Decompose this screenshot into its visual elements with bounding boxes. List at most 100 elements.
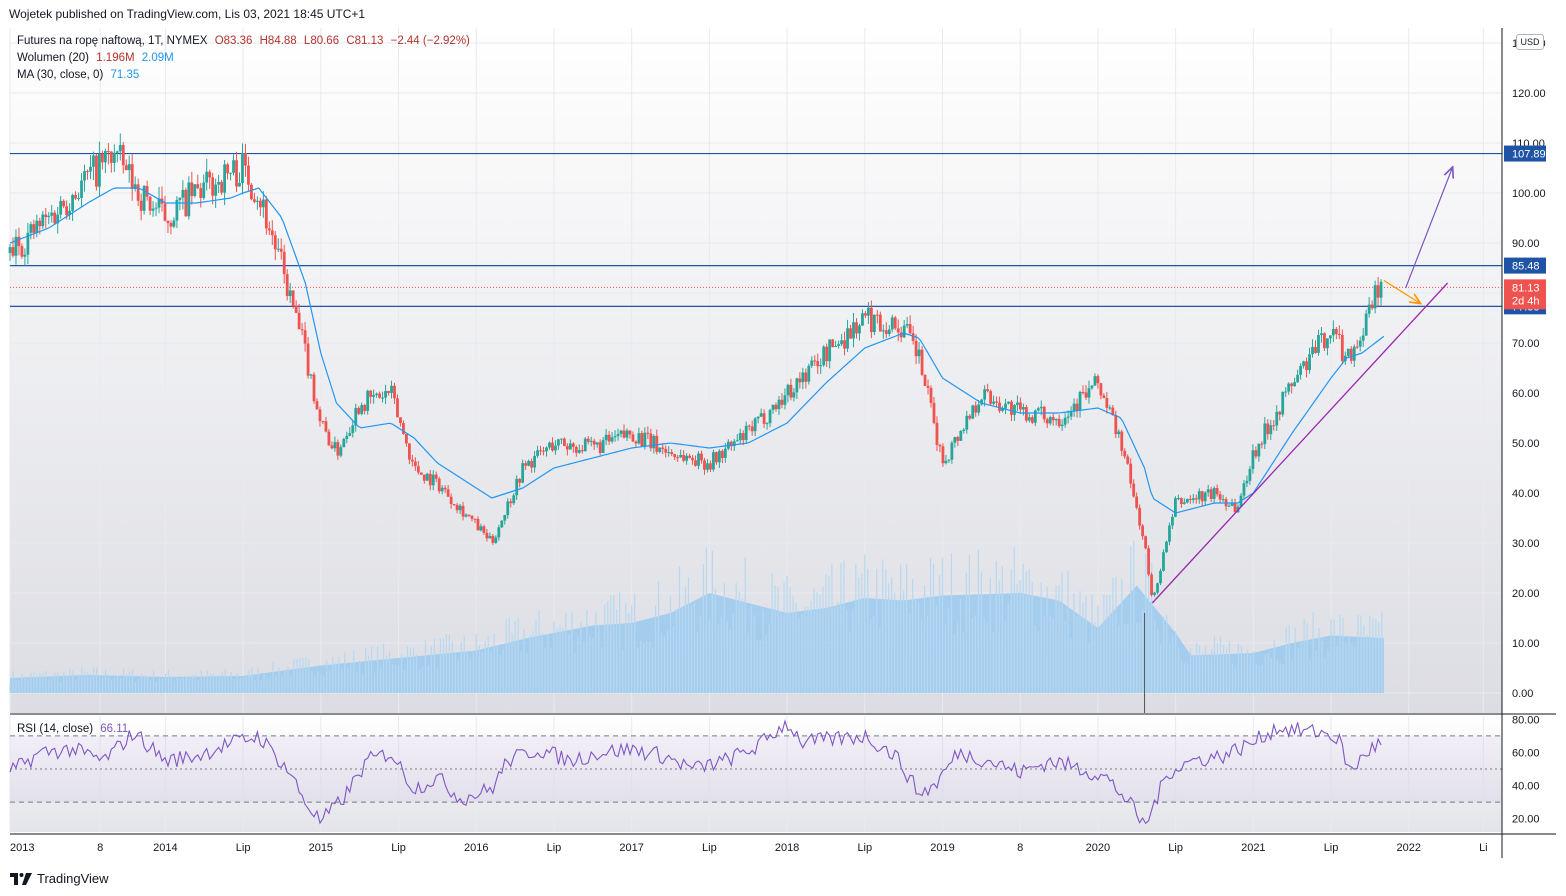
candle-body [330, 445, 334, 449]
candle-body [100, 153, 104, 163]
candle-body [1054, 418, 1058, 421]
candle-body [610, 437, 614, 442]
candle-body [56, 214, 60, 224]
symbol-name: Futures na ropę naftową, 1T, NYMEX [17, 35, 208, 47]
time-tick-label: 2015 [309, 842, 333, 854]
time-tick-label: Lip [236, 842, 251, 854]
candle-body [1317, 335, 1320, 353]
candle-body [378, 393, 381, 398]
candle-body [1191, 498, 1195, 500]
uptrend-line [1151, 282, 1449, 604]
time-tick-label: Lip [1324, 842, 1339, 854]
candle-body [1367, 304, 1371, 314]
candle-body [527, 460, 531, 466]
candle-body [121, 145, 125, 166]
candle-body [914, 340, 918, 357]
candle-body [235, 160, 238, 187]
candle-body [923, 374, 927, 386]
candle-body [1016, 402, 1019, 406]
candle-body [1299, 365, 1302, 375]
candle-body [86, 171, 89, 173]
currency-button[interactable]: USD [1516, 34, 1544, 50]
candle-body [124, 165, 128, 171]
candle-body [619, 430, 623, 434]
candle-body [270, 230, 274, 236]
candle-body [1370, 304, 1374, 309]
candle-body [1123, 450, 1127, 457]
candle-body [312, 374, 316, 402]
candle-body [247, 165, 250, 185]
candle-body [586, 438, 590, 442]
candle-body [455, 504, 459, 511]
candle-body [449, 496, 453, 505]
candle-body [512, 495, 516, 504]
candle-body [768, 409, 772, 424]
candle-body [148, 196, 152, 211]
candle-body [1099, 383, 1103, 396]
candle-body [1227, 505, 1231, 507]
candle-body [109, 151, 113, 163]
candle-body [62, 200, 66, 207]
candle-body [729, 441, 733, 447]
candle-body [202, 182, 206, 198]
candle-body [1346, 348, 1350, 356]
candle-body [893, 317, 897, 329]
candle-body [1337, 333, 1341, 335]
ohlc-close: C81.13 [346, 35, 384, 47]
time-tick-label: 2018 [775, 842, 799, 854]
rsi-legend-value: 66.11 [100, 723, 129, 735]
rsi-tick-label: 60.00 [1512, 747, 1540, 759]
candle-body [267, 228, 271, 231]
symbol-legend[interactable]: Futures na ropę naftową, 1T, NYMEX O83.3… [17, 35, 474, 47]
candle-body [288, 290, 292, 297]
candle-body [1156, 583, 1159, 593]
candle-body [646, 432, 650, 434]
candle-body [700, 453, 703, 461]
resistance-high-label: 107.89 [1512, 149, 1546, 161]
candle-body [145, 186, 149, 197]
candle-body [744, 425, 748, 441]
ma-legend[interactable]: MA (30, close, 0) 71.35 [17, 69, 143, 81]
candle-body [533, 455, 536, 468]
candle-body [178, 197, 182, 200]
candle-body [103, 150, 107, 163]
candle-body [920, 349, 924, 375]
candle-body [843, 340, 846, 349]
candle-body [238, 183, 241, 187]
candle-body [899, 332, 903, 338]
time-tick-label: 2014 [153, 842, 177, 854]
candle-body [801, 372, 805, 383]
candle-body [387, 390, 390, 393]
candle-body [130, 164, 134, 189]
candle-body [193, 184, 197, 196]
candle-body [488, 535, 492, 539]
candle-body [1087, 388, 1091, 398]
candle-body [115, 151, 119, 153]
candle-body [208, 171, 212, 178]
candle-body [649, 433, 653, 449]
candle-body [446, 489, 450, 497]
price-tick-label: 100.00 [1512, 188, 1546, 200]
candle-body [1093, 376, 1097, 386]
candle-body [807, 365, 811, 382]
countdown-label: 2d 4h [1512, 295, 1540, 307]
candle-body [518, 478, 522, 483]
candle-body [1150, 574, 1153, 595]
candle-body [357, 407, 361, 414]
candle-body [1242, 483, 1246, 496]
candle-body [384, 390, 387, 398]
candle-body [261, 199, 265, 208]
candle-body [795, 378, 799, 393]
candle-body [17, 236, 21, 246]
candle-body [1063, 417, 1067, 425]
candle-body [151, 208, 155, 211]
rsi-legend[interactable]: RSI (14, close) 66.11 [17, 723, 132, 735]
candle-body [399, 417, 402, 424]
candle-body [819, 365, 823, 367]
volume-legend[interactable]: Wolumen (20) 1.196M 2.09M [17, 52, 178, 64]
candle-body [345, 435, 349, 439]
candle-body [419, 472, 423, 475]
candle-body [1179, 498, 1183, 504]
time-tick-label: Lip [857, 842, 872, 854]
